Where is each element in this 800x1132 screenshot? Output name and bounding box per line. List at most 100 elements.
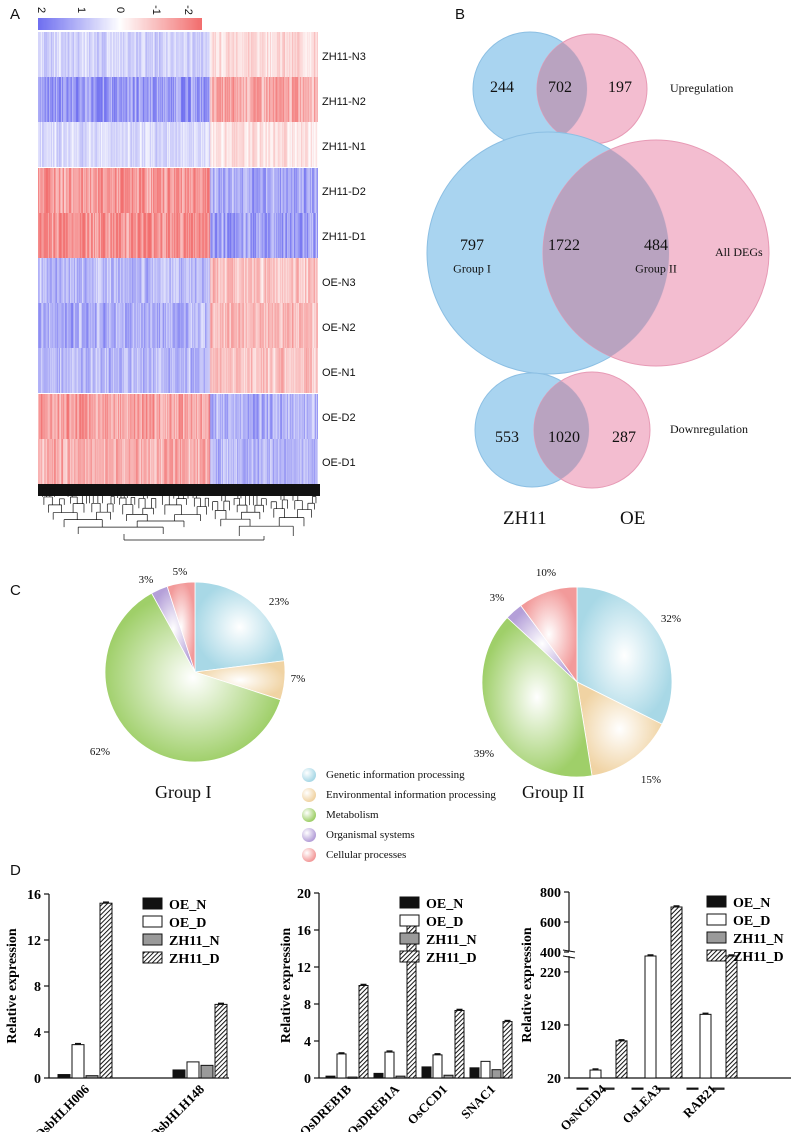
heatmap-row — [38, 32, 318, 77]
legend-label: Metabolism — [326, 809, 379, 821]
bar-oe-d-osdreb1b — [336, 1053, 347, 1079]
bar-oe-d-osnced4 — [589, 1069, 602, 1079]
heatmap-row-label: ZH11-N3 — [322, 51, 366, 63]
panel-letter-a: A — [10, 6, 21, 23]
venn-all-overlap — [543, 140, 669, 366]
heatmap-row-label: ZH11-N1 — [322, 141, 366, 153]
heatmap-scale-bar — [38, 18, 202, 30]
heatmap-row-label: OE-D1 — [322, 457, 356, 469]
pie2-label-genetic: 32% — [660, 613, 682, 625]
y-axis-label: Relative expression — [5, 928, 20, 1043]
heatmap-row-label: OE-N1 — [322, 367, 356, 379]
legend-label: OE_N — [426, 897, 463, 912]
legend-swatch — [706, 949, 727, 962]
legend-swatch — [142, 951, 163, 964]
venn-down-overlap — [534, 373, 589, 487]
heatmap-row-cells — [38, 393, 318, 439]
bar-zh11-n-rab21 — [712, 1087, 725, 1090]
venn-up-overlap-count: 702 — [548, 79, 572, 96]
legend-label: OE_N — [733, 896, 770, 911]
legend-swatch — [142, 915, 163, 928]
y-axis-label: Relative expression — [520, 927, 535, 1042]
heatmap-row — [38, 348, 318, 394]
legend-swatch — [706, 913, 727, 926]
bar-oe-d-osbhlh006 — [71, 1044, 85, 1079]
y-tick-label: 400 — [540, 946, 561, 961]
venn-all-overlap-count: 1722 — [548, 237, 580, 254]
legend-label: ZH11_N — [426, 933, 477, 948]
y-tick-label: 0 — [304, 1072, 311, 1087]
legend-swatch — [302, 848, 316, 862]
venn-up-overlap — [537, 34, 587, 144]
heatmap-row-label: OE-N3 — [322, 277, 356, 289]
y-tick-label: 220 — [540, 966, 561, 981]
heatmap-row — [38, 258, 318, 303]
pie1-label-organismal: 3% — [138, 574, 154, 586]
y-tick-label: 0 — [34, 1072, 41, 1087]
heatmap-row-cells — [38, 167, 318, 213]
pie-slice-metabolism — [481, 616, 593, 778]
heatmap-row-cells — [38, 122, 318, 168]
legend-swatch — [399, 932, 420, 945]
x-category-label: OsbHLH148 — [146, 1081, 207, 1132]
legend-swatch — [399, 950, 420, 963]
heatmap-row-cells — [38, 212, 318, 258]
legend-label: ZH11_N — [169, 934, 220, 949]
bar-oe-n-oslea3 — [631, 1087, 644, 1090]
heatmap-row — [38, 438, 318, 484]
venn-group-ii-label: Group II — [635, 261, 677, 276]
heatmap-row — [38, 77, 318, 123]
legend-label: ZH11_D — [733, 950, 784, 965]
legend-label: Organismal systems — [326, 829, 415, 841]
dendrogram-dense-leaves — [38, 484, 320, 496]
pie-slice-cellular-processes — [520, 586, 578, 684]
venn-down-right-count: 287 — [612, 429, 636, 446]
scale-tick-label: 1 — [75, 6, 88, 14]
y-tick-label: 12 — [297, 961, 311, 976]
bar-zh11-n-snac1 — [491, 1069, 502, 1079]
legend-label: OE_D — [733, 914, 770, 929]
bar-oe-n-osdreb1a — [373, 1072, 384, 1079]
bar-zh11-d-osbhlh006 — [99, 902, 113, 1079]
bar-zh11-n-osbhlh148 — [200, 1064, 214, 1079]
heatmap-row-label: OE-N2 — [322, 322, 356, 334]
legend-swatch — [706, 895, 727, 908]
venn-all-left-count: 797 — [460, 237, 484, 254]
legend-swatch — [399, 896, 420, 909]
x-category-label: RAB21 — [680, 1082, 719, 1121]
pie1-label-cellular: 5% — [172, 566, 188, 578]
bar-oe-d-oslea3 — [644, 955, 657, 1079]
legend-swatch — [142, 897, 163, 910]
pie-chart-group-i — [104, 581, 286, 763]
y-tick-label: 120 — [540, 1019, 561, 1034]
legend-label: OE_D — [426, 915, 463, 930]
bar-oe-d-snac1 — [480, 1060, 491, 1079]
bar-oe-n-osbhlh006 — [57, 1074, 71, 1079]
y-tick-label: 16 — [27, 888, 41, 903]
bar-zh11-n-oslea3 — [657, 1087, 670, 1090]
legend-label: Environmental information processing — [326, 789, 496, 801]
y-tick-label: 8 — [304, 998, 311, 1013]
heatmap-row-label: ZH11-D1 — [322, 231, 366, 243]
legend-label: Cellular processes — [326, 849, 407, 861]
pie2-label-cellular: 10% — [535, 567, 557, 579]
legend-swatch — [302, 828, 316, 842]
venn-down-overlap-count: 1020 — [548, 429, 580, 446]
venn-diagrams — [426, 31, 770, 489]
heatmap-row — [38, 122, 318, 168]
heatmap-row-label: ZH11-N2 — [322, 96, 366, 108]
venn-up-left-count: 244 — [490, 79, 514, 96]
legend-swatch — [302, 788, 316, 802]
panel-letter-d: D — [10, 862, 21, 879]
bar-zh11-n-osnced4 — [602, 1087, 615, 1090]
bar-chart-dreb: 0 4 8 12 16 20 Relative expression OsDREB1BOsDR… — [279, 887, 513, 1132]
venn-all-right-count: 484 — [644, 237, 668, 254]
y-tick-label: 12 — [27, 934, 41, 949]
bar-zh11-d-rab21 — [725, 955, 738, 1079]
pie-chart-group-ii — [481, 586, 673, 778]
heatmap-row-cells — [38, 258, 318, 303]
x-category-label: OsbHLH006 — [31, 1081, 92, 1132]
pie2-label-environmental: 15% — [640, 774, 662, 786]
venn-all-title: All DEGs — [715, 245, 763, 259]
